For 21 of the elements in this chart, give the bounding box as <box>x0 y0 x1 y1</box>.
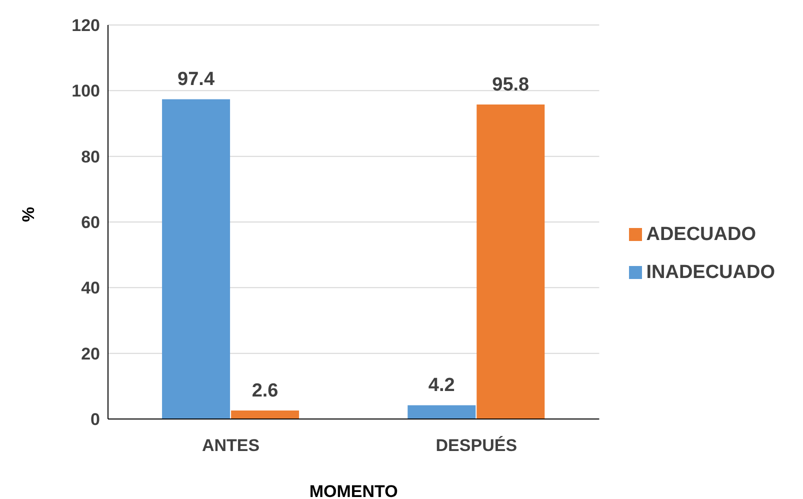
y-axis-title: % <box>19 206 38 222</box>
x-tick-label: DESPUÉS <box>436 435 518 456</box>
y-tick-label: 60 <box>81 213 100 232</box>
x-axis-title: MOMENTO <box>309 482 398 499</box>
y-tick-label: 20 <box>81 344 100 364</box>
y-tick-label: 40 <box>81 278 100 298</box>
bar <box>231 410 300 419</box>
y-tick-label: 120 <box>72 16 100 36</box>
data-label: 95.8 <box>492 74 530 96</box>
bar <box>408 405 476 419</box>
legend-label: ADECUADO <box>646 224 756 244</box>
data-label: 4.2 <box>428 375 455 396</box>
y-tick-label: 0 <box>90 410 100 430</box>
y-tick-label: 80 <box>81 147 100 166</box>
data-label: 97.4 <box>178 69 215 90</box>
legend-label: INADECUADO <box>646 262 775 282</box>
data-label: 2.6 <box>252 380 278 402</box>
y-tick-label: 100 <box>72 82 100 101</box>
bar <box>162 99 230 419</box>
bar <box>476 104 545 419</box>
x-tick-label: ANTES <box>202 436 260 456</box>
